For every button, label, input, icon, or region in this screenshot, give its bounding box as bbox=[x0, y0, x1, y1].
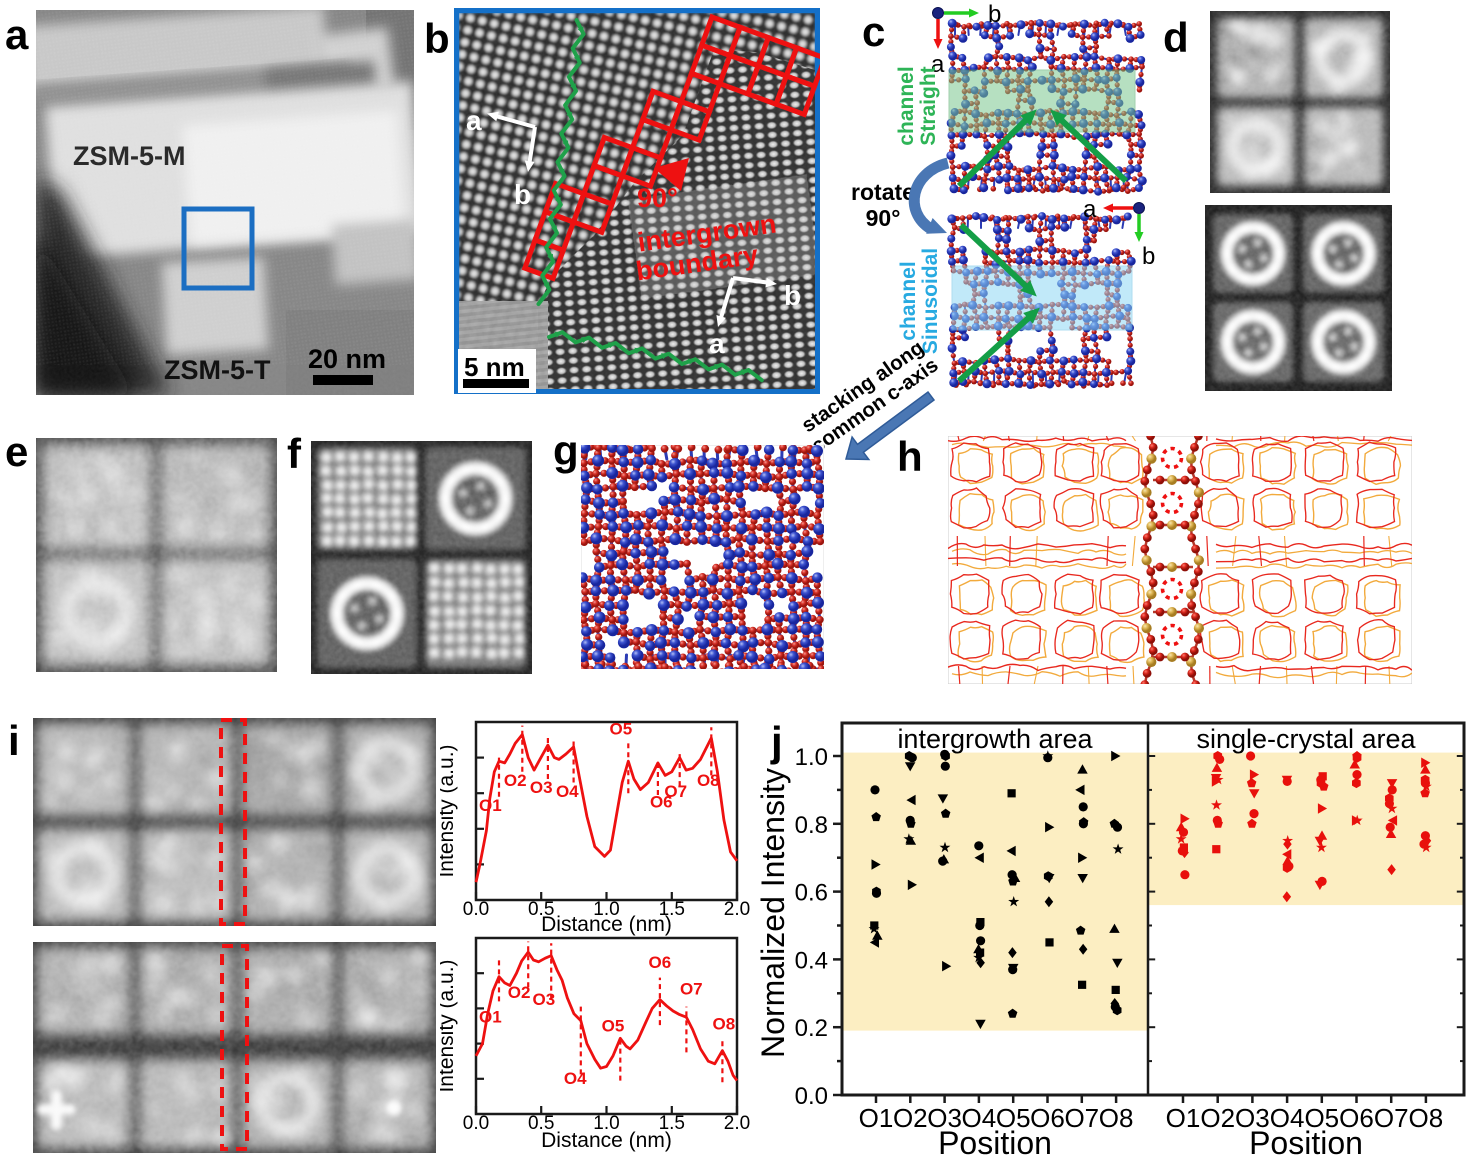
svg-text:b: b bbox=[988, 1, 1001, 28]
svg-text:1.5: 1.5 bbox=[659, 1113, 685, 1134]
svg-text:b: b bbox=[784, 280, 801, 311]
svg-text:a: a bbox=[1083, 196, 1097, 223]
svg-text:O2: O2 bbox=[893, 1103, 928, 1133]
svg-text:O1: O1 bbox=[479, 796, 502, 815]
svg-text:Straight: Straight bbox=[917, 66, 940, 145]
svg-text:O3: O3 bbox=[533, 990, 556, 1009]
svg-text:O2: O2 bbox=[1200, 1103, 1235, 1133]
svg-text:b: b bbox=[1142, 243, 1155, 270]
svg-text:O2: O2 bbox=[508, 983, 531, 1002]
svg-text:O4: O4 bbox=[556, 782, 579, 801]
svg-text:O7: O7 bbox=[1064, 1103, 1099, 1133]
svg-text:O5: O5 bbox=[610, 720, 633, 739]
svg-text:0.6: 0.6 bbox=[795, 880, 828, 907]
svg-text:0.0: 0.0 bbox=[463, 899, 489, 920]
svg-text:Sinusoidal: Sinusoidal bbox=[919, 248, 942, 354]
svg-text:1.0: 1.0 bbox=[593, 899, 619, 920]
svg-text:O3: O3 bbox=[530, 778, 553, 797]
svg-text:channel: channel bbox=[895, 66, 918, 145]
svg-text:2.0: 2.0 bbox=[724, 1113, 750, 1134]
svg-text:ZSM-5-T: ZSM-5-T bbox=[164, 355, 271, 385]
svg-text:O7: O7 bbox=[664, 782, 687, 801]
svg-text:a: a bbox=[466, 105, 482, 136]
svg-text:O3: O3 bbox=[1235, 1103, 1270, 1133]
svg-text:O5: O5 bbox=[996, 1103, 1031, 1133]
svg-text:rotate: rotate bbox=[851, 179, 915, 205]
svg-text:O5: O5 bbox=[1304, 1103, 1339, 1133]
svg-text:0.5: 0.5 bbox=[528, 899, 554, 920]
svg-text:O4: O4 bbox=[962, 1103, 997, 1133]
svg-text:O7: O7 bbox=[1374, 1103, 1409, 1133]
svg-text:b: b bbox=[514, 179, 531, 210]
svg-text:O8: O8 bbox=[713, 1015, 736, 1034]
svg-text:O8: O8 bbox=[1099, 1103, 1134, 1133]
svg-text:O5: O5 bbox=[602, 1016, 625, 1035]
svg-text:0.2: 0.2 bbox=[795, 1015, 828, 1042]
svg-text:O6: O6 bbox=[1339, 1103, 1374, 1133]
svg-text:a: a bbox=[709, 328, 725, 359]
svg-text:Position: Position bbox=[938, 1125, 1052, 1159]
svg-text:1.0: 1.0 bbox=[593, 1113, 619, 1134]
svg-text:O4: O4 bbox=[564, 1069, 587, 1088]
svg-text:0.0: 0.0 bbox=[463, 1113, 489, 1134]
svg-text:intergrowth area: intergrowth area bbox=[897, 724, 1093, 754]
svg-text:channel: channel bbox=[897, 261, 920, 340]
svg-text:O7: O7 bbox=[680, 979, 703, 998]
svg-text:Position: Position bbox=[1249, 1125, 1363, 1159]
svg-text:5 nm: 5 nm bbox=[464, 352, 525, 382]
svg-text:O8: O8 bbox=[697, 771, 720, 790]
svg-text:O1: O1 bbox=[1166, 1103, 1201, 1133]
svg-text:20 nm: 20 nm bbox=[308, 344, 386, 374]
svg-text:single-crystal area: single-crystal area bbox=[1196, 724, 1416, 754]
svg-text:0.8: 0.8 bbox=[795, 812, 828, 839]
svg-text:O6: O6 bbox=[649, 953, 672, 972]
svg-text:90°: 90° bbox=[866, 205, 901, 231]
svg-text:2.0: 2.0 bbox=[724, 899, 750, 920]
svg-text:0.4: 0.4 bbox=[795, 947, 828, 974]
svg-text:a: a bbox=[931, 51, 945, 78]
svg-text:O1: O1 bbox=[479, 1008, 502, 1027]
svg-text:O8: O8 bbox=[1409, 1103, 1444, 1133]
svg-text:Distance (nm): Distance (nm) bbox=[541, 913, 672, 936]
svg-text:0.5: 0.5 bbox=[528, 1113, 554, 1134]
svg-text:Normalized Intensity: Normalized Intensity bbox=[760, 768, 791, 1058]
svg-text:0.0: 0.0 bbox=[795, 1083, 828, 1110]
svg-text:O4: O4 bbox=[1270, 1103, 1305, 1133]
svg-text:O6: O6 bbox=[1030, 1103, 1065, 1133]
svg-text:Distance (nm): Distance (nm) bbox=[541, 1129, 672, 1152]
svg-text:Intensity (a.u.): Intensity (a.u.) bbox=[440, 744, 458, 877]
svg-text:O6: O6 bbox=[650, 792, 673, 811]
svg-text:O2: O2 bbox=[504, 771, 527, 790]
svg-text:Intensity (a.u.): Intensity (a.u.) bbox=[440, 959, 458, 1092]
svg-text:1.5: 1.5 bbox=[659, 899, 685, 920]
svg-text:90°: 90° bbox=[637, 183, 678, 213]
svg-text:O1: O1 bbox=[859, 1103, 894, 1133]
svg-text:O3: O3 bbox=[927, 1103, 962, 1133]
svg-text:ZSM-5-M: ZSM-5-M bbox=[73, 141, 185, 171]
svg-text:1.0: 1.0 bbox=[795, 744, 828, 771]
